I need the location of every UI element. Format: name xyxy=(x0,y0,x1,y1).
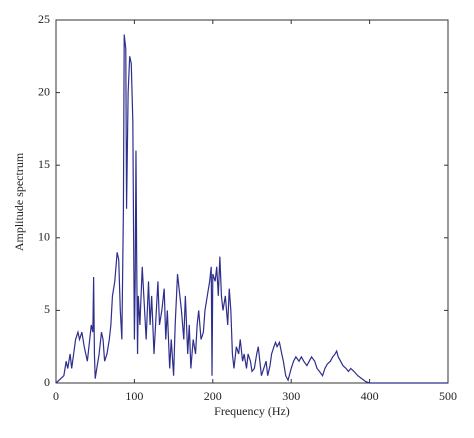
y-tick-label: 0 xyxy=(44,375,50,389)
x-tick-label: 300 xyxy=(282,389,300,403)
x-tick-label: 200 xyxy=(204,389,222,403)
plot-frame xyxy=(55,19,449,384)
y-tick-label: 15 xyxy=(38,157,50,171)
x-tick-label: 500 xyxy=(439,389,457,403)
y-axis-label: Amplitude spectrum xyxy=(12,152,26,251)
y-tick-label: 10 xyxy=(38,230,50,244)
spectrum-line xyxy=(55,34,448,384)
x-tick-label: 100 xyxy=(125,389,143,403)
x-tick-label: 400 xyxy=(361,389,379,403)
y-tick-label: 20 xyxy=(38,84,50,98)
y-tick-label: 5 xyxy=(44,302,50,316)
y-tick-label: 25 xyxy=(38,12,50,26)
x-tick-label: 0 xyxy=(53,389,59,403)
x-axis-label: Frequency (Hz) xyxy=(214,404,290,418)
